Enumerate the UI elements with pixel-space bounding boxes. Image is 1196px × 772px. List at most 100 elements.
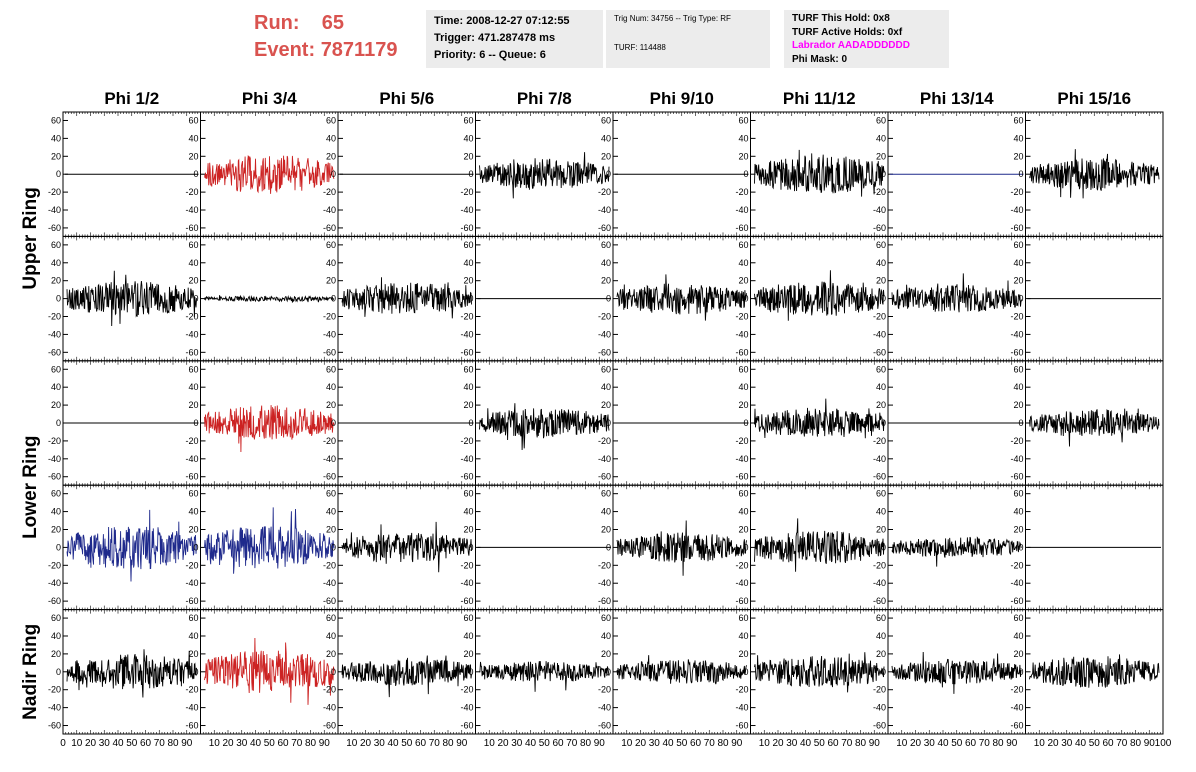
y-tick-label: -60	[873, 347, 886, 357]
trig-info-box: Trig Num: 34756 -- Trig Type: RF TURF: 1…	[606, 10, 770, 68]
y-tick-label: -60	[48, 223, 61, 233]
y-tick-label: 0	[331, 542, 336, 552]
y-tick-label: -20	[323, 685, 336, 695]
waveform-trace	[1029, 149, 1160, 199]
y-tick-label: -40	[460, 329, 473, 339]
y-tick-label: -40	[460, 703, 473, 713]
x-tick-label: 10	[621, 738, 633, 749]
y-tick-label: 20	[738, 276, 748, 286]
y-tick-label: -20	[598, 312, 611, 322]
y-tick-label: 0	[606, 169, 611, 179]
y-tick-label: -60	[48, 472, 61, 482]
y-tick-label: -40	[598, 578, 611, 588]
x-tick-label: 50	[1089, 738, 1101, 749]
y-tick-label: 20	[1013, 400, 1023, 410]
y-tick-label: -40	[1010, 205, 1023, 215]
x-tick-label: 60	[552, 738, 564, 749]
x-tick-label: 50	[126, 738, 138, 749]
y-tick-label: -20	[1010, 560, 1023, 570]
x-tick-label: 90	[319, 738, 331, 749]
x-tick-label: 40	[800, 738, 812, 749]
y-tick-label: 0	[606, 542, 611, 552]
y-tick-label: -60	[873, 223, 886, 233]
y-tick-label: -40	[1010, 578, 1023, 588]
y-tick-label: -20	[460, 187, 473, 197]
y-tick-label: -20	[873, 436, 886, 446]
waveform-trace	[479, 403, 610, 451]
y-tick-label: 0	[468, 667, 473, 677]
y-tick-label: 60	[326, 240, 336, 250]
y-tick-label: 0	[1018, 418, 1023, 428]
y-tick-label: 60	[188, 613, 198, 623]
y-tick-label: -20	[48, 685, 61, 695]
waveform-trace	[891, 273, 1022, 313]
x-tick-label: 30	[924, 738, 936, 749]
row-label: Upper Ring	[20, 187, 41, 289]
y-tick-label: 20	[51, 649, 61, 659]
waveform-trace	[616, 274, 747, 321]
y-tick-label: -60	[1010, 472, 1023, 482]
y-tick-label: 60	[738, 489, 748, 499]
x-tick-label: 10	[1034, 738, 1046, 749]
y-tick-label: 60	[876, 115, 886, 125]
y-tick-label: 0	[881, 542, 886, 552]
y-tick-label: -60	[735, 347, 748, 357]
y-tick-label: 40	[1013, 133, 1023, 143]
y-tick-label: 20	[738, 649, 748, 659]
y-tick-label: -60	[598, 472, 611, 482]
y-tick-label: 20	[188, 524, 198, 534]
y-tick-label: 20	[601, 524, 611, 534]
y-tick-label: 60	[51, 115, 61, 125]
y-tick-label: 60	[738, 613, 748, 623]
y-tick-label: 40	[51, 382, 61, 392]
x-tick-label: 100	[1155, 738, 1172, 749]
y-tick-label: 20	[1013, 276, 1023, 286]
y-tick-label: -60	[735, 223, 748, 233]
y-tick-label: -60	[873, 596, 886, 606]
y-tick-label: 20	[601, 276, 611, 286]
y-tick-label: -20	[460, 685, 473, 695]
y-tick-label: -40	[598, 329, 611, 339]
y-tick-label: 60	[51, 364, 61, 374]
x-tick-label: 20	[85, 738, 97, 749]
x-tick-label: 70	[704, 738, 716, 749]
x-tick-label: 80	[305, 738, 317, 749]
y-tick-label: 40	[463, 133, 473, 143]
run-value: 65	[321, 12, 345, 34]
y-tick-label: -60	[460, 472, 473, 482]
y-tick-label: -60	[735, 596, 748, 606]
y-tick-label: 60	[463, 613, 473, 623]
y-tick-label: -40	[48, 578, 61, 588]
x-tick-label: 30	[374, 738, 386, 749]
y-tick-label: 40	[876, 382, 886, 392]
y-tick-label: -20	[48, 560, 61, 570]
y-tick-label: -40	[185, 454, 198, 464]
x-tick-label: 30	[786, 738, 798, 749]
y-tick-label: -60	[185, 223, 198, 233]
y-tick-label: 0	[56, 169, 61, 179]
y-tick-label: 60	[1013, 613, 1023, 623]
x-tick-label: 10	[759, 738, 771, 749]
x-tick-label: 80	[992, 738, 1004, 749]
y-tick-label: 0	[606, 667, 611, 677]
y-tick-label: 0	[56, 542, 61, 552]
y-tick-label: 40	[51, 507, 61, 517]
y-tick-label: 0	[743, 667, 748, 677]
x-tick-label: 0	[60, 738, 66, 749]
x-tick-label: 60	[1102, 738, 1114, 749]
y-tick-label: -20	[873, 560, 886, 570]
x-tick-label: 70	[566, 738, 578, 749]
y-tick-label: 0	[743, 418, 748, 428]
y-tick-label: 20	[188, 151, 198, 161]
y-tick-label: 40	[876, 133, 886, 143]
waveform-trace	[66, 270, 197, 327]
x-tick-label: 40	[250, 738, 262, 749]
x-tick-label: 30	[236, 738, 248, 749]
y-tick-label: 40	[51, 631, 61, 641]
y-tick-label: -60	[735, 721, 748, 731]
x-tick-label: 10	[346, 738, 358, 749]
y-tick-label: -60	[598, 347, 611, 357]
waveform-trace	[1029, 654, 1160, 688]
x-tick-label: 60	[827, 738, 839, 749]
